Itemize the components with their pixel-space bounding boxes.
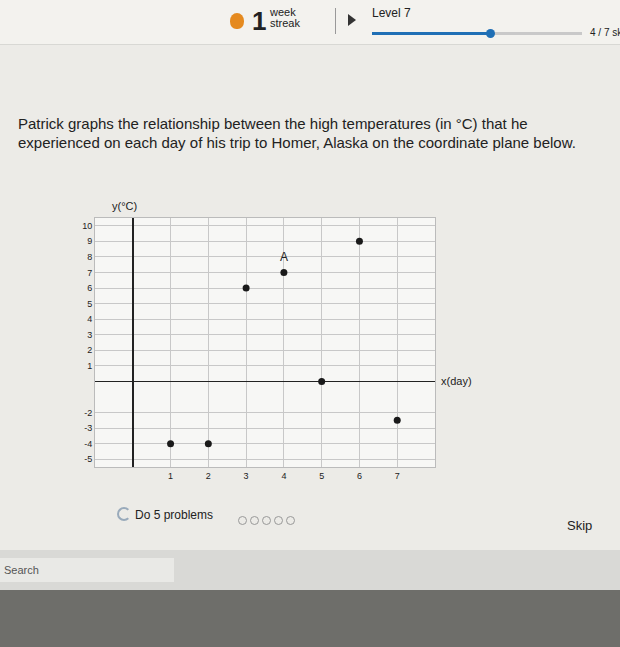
svg-text:y(°C): y(°C) bbox=[112, 200, 137, 212]
svg-text:9: 9 bbox=[87, 236, 92, 246]
svg-text:3: 3 bbox=[87, 330, 92, 340]
svg-text:4: 4 bbox=[281, 471, 286, 481]
svg-text:1: 1 bbox=[87, 361, 92, 371]
html-text:Skip: Skip bbox=[567, 518, 593, 533]
html-text:week streak: week streak bbox=[270, 6, 300, 29]
svg-text:8: 8 bbox=[87, 252, 92, 262]
svg-text:-5: -5 bbox=[84, 454, 92, 464]
svg-text:5: 5 bbox=[319, 471, 324, 481]
svg-text:6: 6 bbox=[357, 471, 362, 481]
svg-text:4: 4 bbox=[87, 314, 92, 324]
svg-text:x(day): x(day) bbox=[441, 375, 472, 387]
svg-text:-2: -2 bbox=[84, 408, 92, 418]
svg-text:2: 2 bbox=[206, 471, 211, 481]
svg-text:10: 10 bbox=[82, 221, 92, 231]
svg-text:2: 2 bbox=[87, 345, 92, 355]
html-text:Do 5 problems: Do 5 problems bbox=[135, 508, 213, 522]
html-text:Patrick graphs the relationshi: Patrick graphs the relationship between … bbox=[18, 115, 576, 151]
svg-text:5: 5 bbox=[87, 299, 92, 309]
svg-text:7: 7 bbox=[87, 268, 92, 278]
html-text:Level 7: Level 7 bbox=[372, 6, 411, 20]
svg-text:1: 1 bbox=[168, 471, 173, 481]
svg-text:A: A bbox=[280, 250, 288, 264]
html-text:1: 1 bbox=[252, 6, 267, 36]
html-text:Search: Search bbox=[4, 564, 39, 576]
svg-text:3: 3 bbox=[244, 471, 249, 481]
svg-text:-3: -3 bbox=[84, 423, 92, 433]
svg-text:6: 6 bbox=[87, 283, 92, 293]
svg-text:7: 7 bbox=[395, 471, 400, 481]
svg-text:-4: -4 bbox=[84, 439, 92, 449]
